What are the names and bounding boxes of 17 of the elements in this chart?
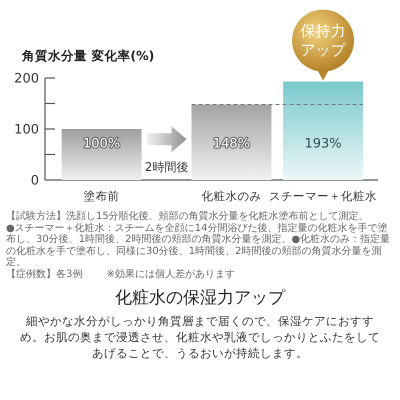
y-axis-title: 角質水分量 変化率(%) bbox=[21, 48, 154, 63]
x-tick-label: スチーマー＋化粧水 bbox=[269, 189, 378, 203]
text: 化粧水の保湿力アップ bbox=[114, 287, 286, 309]
x-tick-label: 塗布前 bbox=[84, 189, 120, 203]
y-tick-label: 0 bbox=[30, 174, 39, 188]
data-label: 100% bbox=[83, 136, 120, 152]
y-tick-label: 200 bbox=[14, 72, 39, 86]
annotation: 保持力アップ bbox=[300, 22, 346, 60]
text: ※効果には個人差があります bbox=[106, 268, 235, 280]
text: 【症例数】各3例 bbox=[6, 268, 82, 280]
text: 細やかな水分がしっかり角質層まで届くので、保湿ケアにおすすめ。お肌の奥まで浸透させ、化粧水や乳液でしっかりとふたをしてあげることで、うるおいが持続します。 bbox=[19, 313, 381, 361]
y-tick-label: 100 bbox=[14, 122, 39, 138]
x-tick-label: 化粧水のみ bbox=[201, 189, 262, 203]
text: 【試験方法】洗顔し15分順化後、頬部の角質水分量を化粧水塗布前として測定。 bbox=[6, 211, 370, 222]
data-label: 193% bbox=[304, 136, 342, 152]
text: ●スチーマー＋化粧水：スチームを全顔に14分間浴びた後、指定量の化粧水を手で塗布し、30分後、1時間後、2時間後の頬部の角質水分量を測定。●化粧水のみ：指定量の化粧水を手で塗布し、同様に30分後、1時間後、2時間後の頬部の角質水分量を測定。 bbox=[6, 222, 392, 268]
annotation: 2時間後 bbox=[144, 160, 188, 174]
